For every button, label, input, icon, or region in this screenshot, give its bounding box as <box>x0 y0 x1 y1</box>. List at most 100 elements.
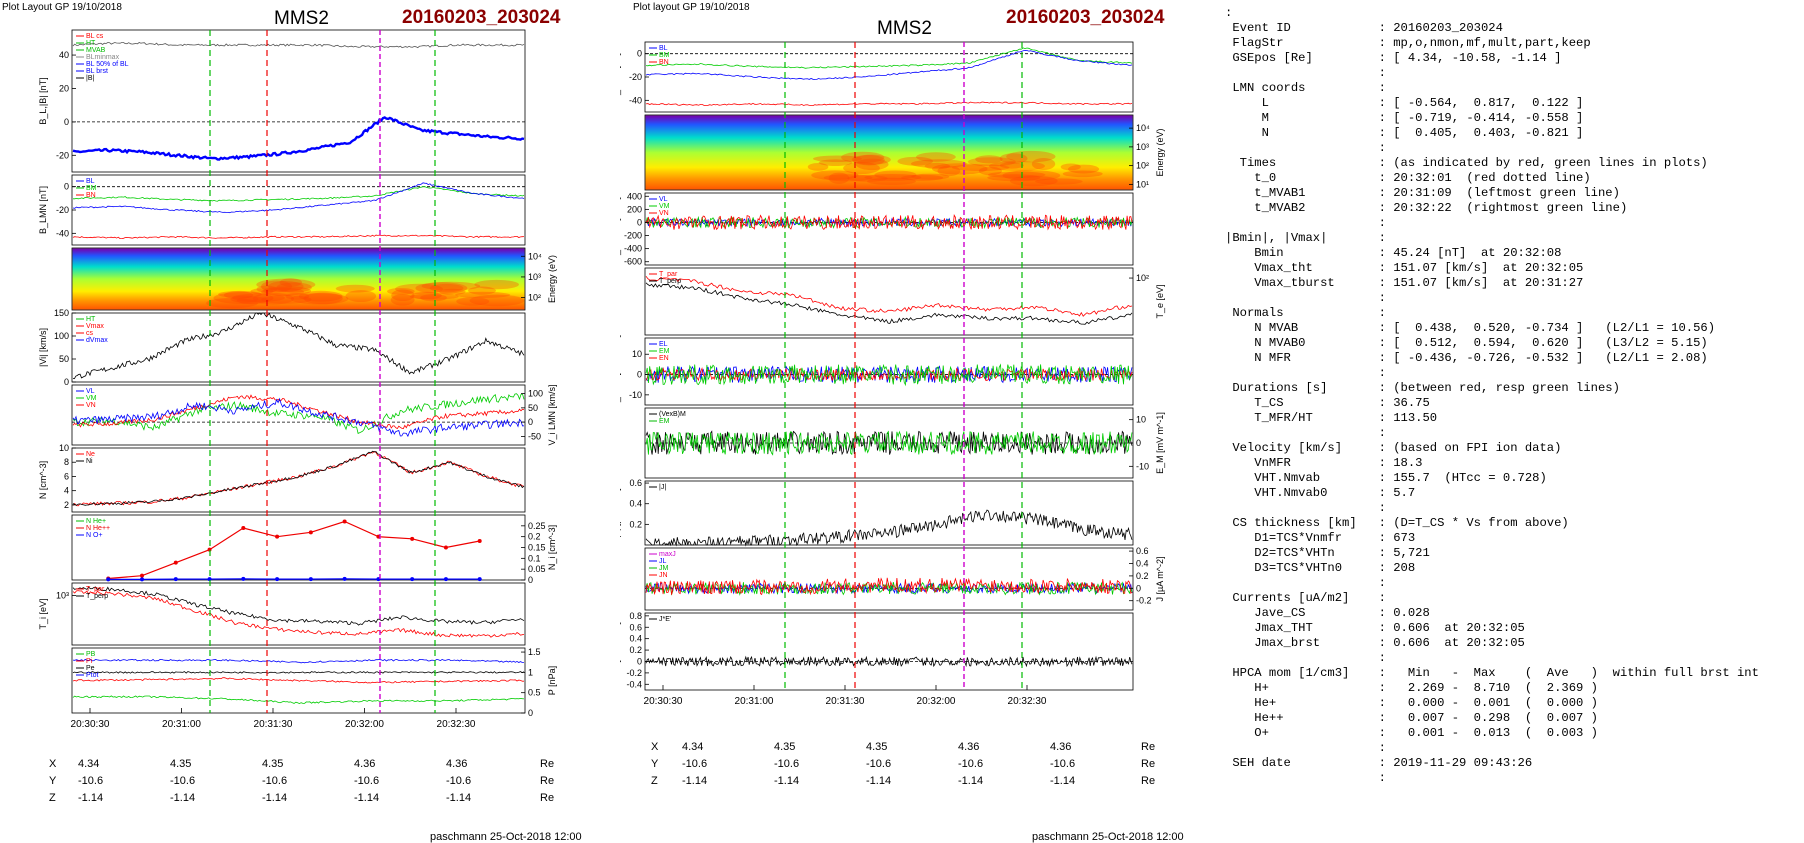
y-tick-label: 0.2 <box>1136 571 1149 581</box>
parameter-line: Velocity [km/s] : (based on FPI ion data… <box>1225 441 1562 455</box>
series-line <box>72 450 525 507</box>
parameter-line: t_MVAB2 : 20:32:22 (rightmost green line… <box>1225 201 1628 215</box>
spectrogram-hotspot <box>391 289 415 302</box>
data-point <box>443 577 448 582</box>
series-line <box>645 49 1133 80</box>
y-tick-label: 10² <box>1136 273 1149 283</box>
y-tick-label: 4 <box>64 486 69 496</box>
spectrogram-hotspot <box>975 155 1003 164</box>
position-value: -1.14 <box>354 792 380 804</box>
legend-entry: BN <box>659 59 669 66</box>
legend-entry: (VexB)M <box>659 411 686 418</box>
spectrogram-hotspot <box>818 159 853 166</box>
legend-entry: BL <box>659 45 668 52</box>
parameter-line: D1=TCS*Vnmfr : 673 <box>1225 531 1416 545</box>
time-tick-label: 20:32:30 <box>437 719 476 730</box>
legend-entry: JL <box>659 558 667 565</box>
series-line <box>72 394 525 430</box>
data-point <box>140 577 145 582</box>
parameter-line: L : [ -0.564, 0.817, 0.122 ] <box>1225 96 1584 110</box>
y-tick-label: 200 <box>627 204 642 214</box>
position-value: 4.35 <box>774 741 796 753</box>
legend-entry: BL <box>86 178 95 185</box>
data-point <box>308 530 313 535</box>
left-event-title: 20160203_203024 <box>402 7 561 28</box>
spectrogram-hotspot <box>841 151 885 164</box>
y-tick-label: 10³ <box>528 272 541 282</box>
parameter-line: VHT.Nmvab : 155.7 (HTcc = 0.728) <box>1225 471 1547 485</box>
time-tick-label: 20:31:00 <box>162 719 201 730</box>
parameter-line: T_CS : 36.75 <box>1225 396 1430 410</box>
parameter-line: Event ID : 20160203_203024 <box>1225 21 1503 35</box>
spectrogram-hotspot <box>420 294 447 302</box>
parameter-line: D2=TCS*VHTn : 5,721 <box>1225 546 1430 560</box>
legend-entry: cs <box>86 330 94 337</box>
position-value: 4.35 <box>170 758 192 770</box>
spectrogram-hotspot <box>937 165 961 177</box>
position-unit: Re <box>1141 758 1156 770</box>
y-tick-label: 0 <box>637 49 642 59</box>
data-point <box>308 577 313 582</box>
spectrogram-hotspot <box>1002 170 1061 181</box>
spectrogram-hotspot <box>847 175 888 182</box>
position-value: -10.6 <box>774 758 800 770</box>
series-line <box>108 578 480 581</box>
position-row-label: Y <box>651 758 659 770</box>
legend-entry: maxJ <box>659 551 676 558</box>
y-tick-label: 100 <box>528 389 543 399</box>
time-tick-label: 20:32:00 <box>917 696 956 707</box>
spectrogram-hotspot <box>421 281 481 291</box>
spectrogram-hotspot <box>256 285 278 293</box>
spectrogram-hotspot <box>988 161 1045 172</box>
parameter-line: : <box>1225 66 1386 80</box>
series-line <box>72 182 525 214</box>
y-tick-label: 0 <box>637 370 642 380</box>
legend-entry: EN <box>659 355 669 362</box>
legend-entry: T_par <box>86 586 105 593</box>
time-tick-label: 20:32:00 <box>345 719 384 730</box>
parameter-line: O+ : 0.001 - 0.013 ( 0.003 ) <box>1225 726 1598 740</box>
legend-entry: |J| <box>659 484 666 491</box>
spectrogram-hotspot <box>415 282 468 294</box>
position-row-label: X <box>651 741 659 753</box>
parameter-line: |Bmin|, |Vmax| : <box>1225 231 1386 245</box>
y-tick-label: 0.15 <box>528 543 546 553</box>
y-tick-label: -0.4 <box>626 679 642 689</box>
panel-frame <box>644 480 1134 546</box>
y-tick-label: 0 <box>64 117 69 127</box>
position-row-label: Z <box>49 792 56 804</box>
series-line <box>108 520 480 580</box>
y-tick-label: -20 <box>56 150 69 160</box>
series-line <box>645 47 1133 69</box>
spectrogram-hotspot <box>345 290 377 303</box>
legend-entry: BM <box>86 185 97 192</box>
y-tick-label: -10 <box>1136 461 1149 471</box>
spectrogram-hotspot <box>252 292 295 305</box>
event-parameters-listing: : Event ID : 20160203_203024 FlagStr : m… <box>1225 6 1759 786</box>
spectrogram-hotspot <box>267 281 304 293</box>
data-point <box>410 536 415 541</box>
spectrogram-hotspot <box>978 166 1002 176</box>
y-tick-label: 0 <box>528 575 533 585</box>
position-unit: Re <box>540 758 555 770</box>
panel-frame <box>71 647 526 714</box>
panel-frame <box>71 312 526 383</box>
legend-entry: VN <box>86 402 96 409</box>
spectrogram-hotspot <box>843 162 880 175</box>
legend-entry: |B| <box>86 75 94 82</box>
position-value: -1.14 <box>774 775 800 787</box>
parameter-line: : <box>1225 651 1386 665</box>
legend-entry: JN <box>659 572 668 579</box>
position-unit: Re <box>540 775 555 787</box>
y-tick-label: 1.5 <box>528 647 541 657</box>
position-row-label: X <box>49 758 57 770</box>
series-line <box>645 430 1133 456</box>
series-line <box>645 282 1133 325</box>
spectrogram-hotspot <box>386 288 415 295</box>
parameter-line: He++ : 0.007 - 0.298 ( 0.007 ) <box>1225 711 1598 725</box>
parameter-line: t_MVAB1 : 20:31:09 (leftmost green line) <box>1225 186 1620 200</box>
parameter-line: Vmax_tht : 151.07 [km/s] at 20:32:05 <box>1225 261 1584 275</box>
